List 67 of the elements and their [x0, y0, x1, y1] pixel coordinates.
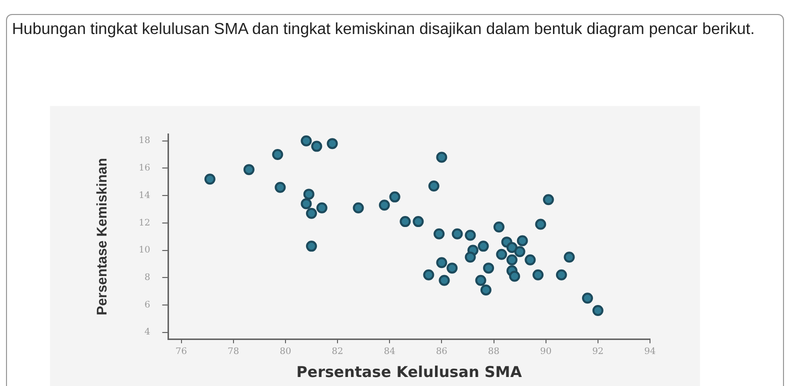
- point: [506, 254, 518, 266]
- y-tick-label: 14: [138, 190, 151, 201]
- point: [464, 252, 476, 263]
- x-tick-label: 92: [592, 346, 604, 357]
- x-tick-label: 76: [176, 346, 188, 357]
- point: [400, 216, 411, 228]
- point: [352, 202, 364, 214]
- point: [434, 228, 445, 240]
- x-tick-label: 94: [644, 346, 656, 357]
- x-tick-label: 82: [332, 346, 344, 357]
- point: [306, 208, 317, 219]
- point: [438, 274, 450, 286]
- point: [446, 262, 458, 274]
- point: [509, 270, 520, 282]
- point: [480, 284, 492, 296]
- point: [496, 248, 508, 260]
- point: [493, 222, 504, 233]
- point: [389, 191, 400, 202]
- point: [514, 246, 526, 258]
- point: [535, 218, 546, 230]
- point: [483, 262, 494, 274]
- point: [316, 202, 328, 214]
- point: [475, 274, 486, 286]
- x-tick-label: 86: [436, 346, 448, 357]
- point: [524, 254, 536, 266]
- point: [272, 149, 284, 160]
- point: [532, 269, 544, 280]
- point: [311, 140, 322, 152]
- point: [478, 240, 489, 252]
- x-tick-label: 78: [228, 346, 240, 357]
- y-tick-label: 12: [138, 218, 150, 228]
- point: [423, 269, 434, 280]
- point: [556, 269, 567, 280]
- point: [436, 152, 448, 163]
- x-tick-label: 90: [540, 346, 552, 357]
- point: [300, 135, 312, 146]
- x-tick-label: 88: [488, 346, 500, 357]
- point: [436, 257, 448, 268]
- y-tick-label: 16: [138, 164, 151, 174]
- x-axis-title: Persentase Kelulusan SMA: [296, 362, 522, 381]
- x-tick-label: 84: [384, 346, 396, 357]
- point: [428, 180, 440, 192]
- chart-title: Hubungan tingkat kelulusan SMA dan tingkat kemiskinan disajikan dalam bentuk diagram pencar berikut.: [12, 20, 756, 39]
- y-tick-label: 4: [144, 328, 151, 338]
- point: [464, 230, 476, 241]
- point: [306, 240, 317, 252]
- x-tick-label: 80: [280, 346, 292, 357]
- y-tick-label: 10: [138, 246, 151, 256]
- point: [506, 242, 518, 254]
- point: [243, 164, 254, 176]
- y-tick-label: 6: [144, 300, 151, 310]
- point: [542, 194, 554, 206]
- point: [274, 182, 286, 193]
- point: [326, 138, 338, 150]
- point: [592, 304, 604, 316]
- point: [516, 235, 528, 246]
- point: [303, 188, 314, 200]
- y-tick-label: 8: [144, 272, 151, 283]
- point: [412, 216, 424, 228]
- y-tick-label: 18: [138, 136, 151, 146]
- point: [378, 200, 390, 211]
- point: [582, 292, 594, 304]
- point: [452, 228, 463, 240]
- point: [564, 252, 575, 263]
- y-axis-title: Persentase Kemiskinan: [93, 158, 110, 316]
- point: [204, 174, 216, 185]
- point: [300, 198, 312, 210]
